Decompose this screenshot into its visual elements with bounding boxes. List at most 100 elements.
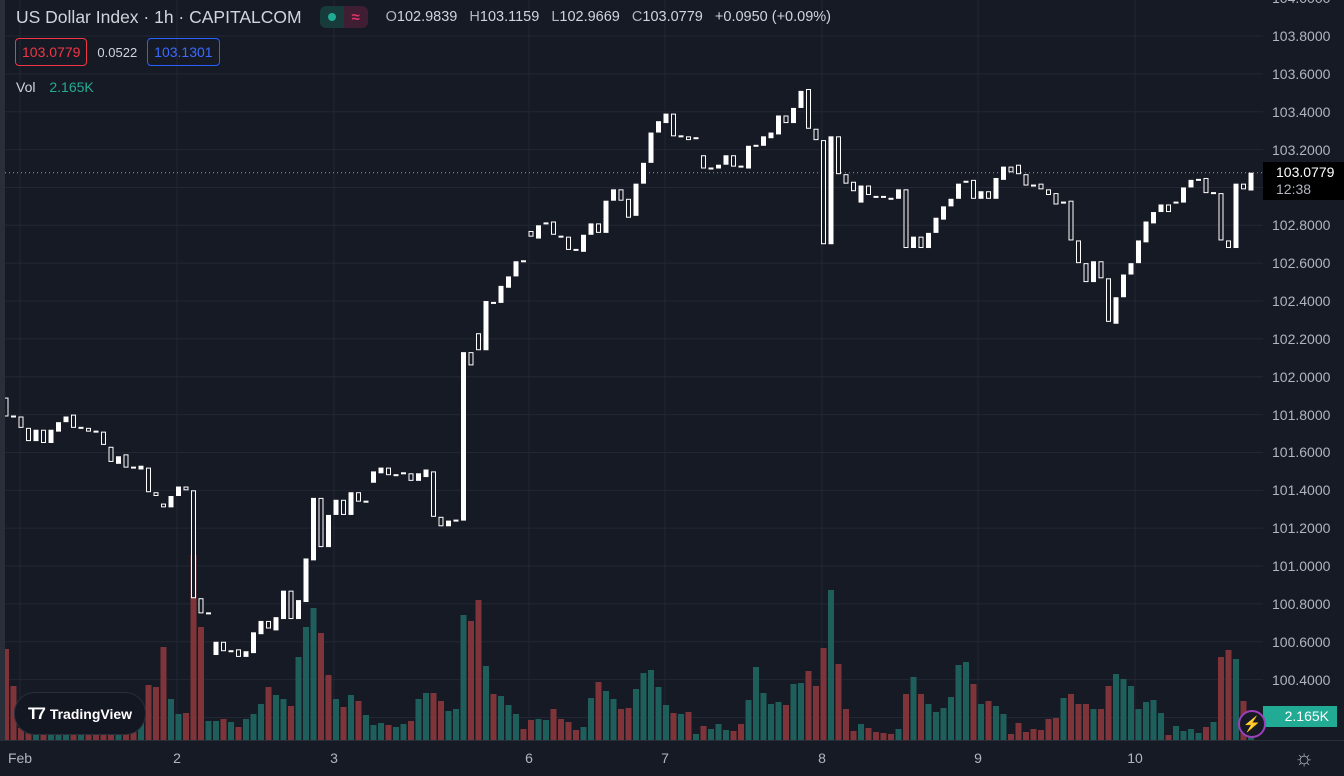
volume-bar	[858, 724, 864, 740]
volume-bar	[1173, 726, 1179, 740]
candle-down	[1046, 189, 1051, 196]
volume-bar	[1218, 657, 1224, 740]
candle-down	[146, 467, 151, 493]
candle-up	[641, 162, 646, 184]
volume-bar	[258, 704, 264, 740]
volume-bar	[663, 705, 669, 740]
candle-up	[1173, 201, 1179, 204]
candle-down	[108, 446, 114, 462]
price-axis-label: 102.8000	[1272, 217, 1331, 234]
price-axis-label: 103.2000	[1272, 141, 1331, 158]
chart-settings-gear-icon[interactable]: ☼	[1294, 745, 1315, 770]
wave-icon[interactable]: ≈	[343, 6, 368, 28]
candle-up	[573, 248, 579, 251]
volume-bar	[363, 715, 369, 740]
low-value: 102.9669	[559, 9, 620, 25]
volume-bar	[1075, 704, 1082, 740]
candle-down	[566, 236, 571, 250]
candle-up	[603, 200, 609, 233]
volume-bar	[700, 726, 707, 740]
lightning-icon[interactable]: ⚡	[1238, 710, 1266, 738]
candle-up	[461, 352, 466, 521]
candle-down	[18, 416, 24, 428]
candle-down	[198, 598, 204, 614]
volume-bar	[438, 701, 444, 740]
candle-up	[776, 115, 781, 135]
logo-text: TradingView	[49, 705, 133, 722]
volume-bar	[318, 633, 324, 740]
candle-up	[326, 514, 331, 548]
volume-bar	[1045, 719, 1052, 740]
ohlc-values: O102.9839 H103.1159 L102.9669 C103.0779 …	[385, 9, 831, 25]
candle-down	[1166, 204, 1171, 213]
volume-bar	[460, 615, 467, 740]
volume-bar	[543, 720, 549, 740]
symbol-title[interactable]: US Dollar Index · 1h · CAPITALCOM	[16, 6, 302, 27]
volume-bar	[670, 713, 677, 740]
candle-up	[56, 422, 61, 432]
volume-bar	[625, 708, 632, 740]
volume-bar	[655, 687, 662, 740]
sell-button[interactable]: 103.0779	[15, 38, 88, 66]
volume-legend[interactable]: Vol 2.165K	[16, 79, 94, 95]
candle-up	[1196, 178, 1201, 181]
price-axis-label: 103.8000	[1272, 28, 1331, 44]
volume-bar	[535, 719, 542, 740]
tradingview-mark-icon: T7	[27, 703, 46, 723]
tradingview-logo[interactable]: T7 TradingView	[14, 692, 146, 735]
market-status-toggle[interactable]: ≈	[319, 6, 368, 28]
candle-up	[78, 426, 84, 429]
candle-up	[611, 189, 616, 201]
candle-up	[1091, 261, 1096, 283]
volume-bar	[1210, 722, 1217, 740]
candle-up	[296, 600, 301, 620]
time-label: 7	[661, 750, 669, 766]
candle-up	[723, 155, 729, 165]
volume-bar	[1060, 698, 1067, 740]
candle-up	[333, 499, 339, 515]
volume-bar	[610, 699, 617, 740]
volume-bar	[250, 714, 257, 740]
candle-up	[498, 285, 504, 303]
candle-up	[828, 136, 834, 245]
candle-up	[663, 113, 669, 124]
volume-bar	[48, 732, 54, 740]
candle-down	[191, 490, 196, 599]
price-axis-label: 102.2000	[1272, 330, 1331, 347]
price-axis-label: 104.0000	[1272, 0, 1330, 6]
price-axis-label: 103.4000	[1272, 103, 1331, 120]
candle-up	[1143, 221, 1149, 243]
buy-button[interactable]: 103.1301	[147, 38, 220, 66]
volume-bar	[273, 695, 279, 740]
candle-down	[356, 492, 361, 502]
volume-bar	[153, 687, 159, 740]
market-open-dot-icon[interactable]	[319, 6, 344, 28]
volume-bar	[40, 730, 47, 740]
volume-bar	[708, 729, 714, 740]
candle-up	[131, 466, 136, 469]
volume-bar	[505, 705, 512, 740]
volume-bar	[1068, 694, 1074, 740]
volume-bar	[1038, 730, 1044, 740]
volume-bar	[1188, 729, 1194, 740]
volume-bar	[393, 727, 399, 740]
candle-up	[1001, 166, 1006, 180]
volume-bar	[775, 702, 782, 740]
volume-bar	[978, 704, 984, 740]
volume-bar	[910, 677, 917, 740]
volume-bar	[888, 734, 894, 740]
candle-down	[1076, 240, 1081, 264]
candle-down	[408, 473, 414, 481]
candle-up	[798, 90, 804, 108]
volume-bar	[790, 684, 797, 740]
candle-down	[288, 590, 294, 620]
candle-up	[251, 632, 256, 654]
candle-up	[768, 132, 774, 139]
volume-bar	[1143, 702, 1149, 740]
volume-bar	[168, 699, 174, 740]
volume-bar	[903, 694, 909, 740]
price-axis-label: 100.6000	[1272, 633, 1331, 650]
volume-bar	[940, 708, 947, 740]
volume-bar	[805, 671, 812, 740]
